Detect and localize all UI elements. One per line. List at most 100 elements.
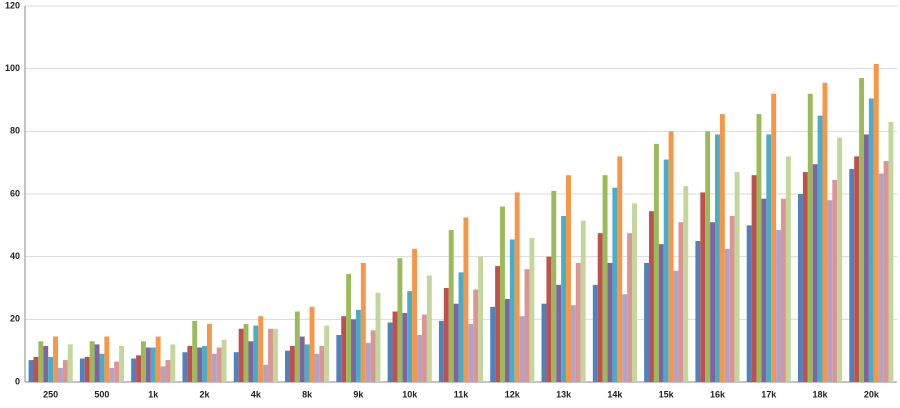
bar: [57, 367, 63, 382]
bar: [683, 186, 689, 382]
bar: [417, 335, 422, 382]
bar: [314, 353, 320, 382]
bar: [849, 168, 855, 382]
bar: [309, 306, 315, 382]
bar: [597, 233, 603, 382]
bar: [575, 262, 581, 382]
bar: [336, 335, 342, 382]
y-tick-label: 20: [10, 314, 20, 324]
bar: [509, 239, 515, 382]
bar: [607, 262, 613, 382]
bar: [463, 217, 469, 382]
bar: [221, 339, 227, 382]
bar: [854, 156, 860, 382]
bar: [216, 347, 222, 382]
bar: [746, 225, 752, 382]
bar: [719, 114, 725, 382]
bar: [426, 275, 432, 382]
bar: [62, 360, 68, 382]
bar: [868, 98, 874, 382]
bar: [632, 203, 637, 382]
bar: [883, 161, 889, 382]
bar: [602, 175, 608, 382]
bar: [285, 350, 290, 382]
y-tick-label: 100: [5, 63, 20, 73]
bar: [653, 143, 659, 382]
bar: [519, 316, 525, 382]
bar: [500, 206, 505, 382]
bar: [644, 262, 650, 382]
bar: [468, 324, 474, 382]
bar: [155, 336, 161, 382]
bar: [827, 200, 833, 382]
bar: [438, 320, 444, 382]
bar: [375, 292, 381, 382]
bar: [145, 347, 151, 382]
bar: [873, 63, 879, 382]
y-tick-label: 60: [10, 188, 20, 198]
bar: [33, 356, 39, 382]
bar: [299, 336, 305, 382]
bar: [546, 256, 552, 382]
bar: [705, 131, 711, 382]
bar: [192, 320, 198, 382]
bar: [365, 342, 371, 382]
bar: [785, 156, 791, 382]
bar: [551, 190, 557, 382]
bar: [751, 175, 757, 382]
bar: [490, 306, 496, 382]
bar: [206, 324, 212, 382]
bar: [94, 344, 100, 382]
bar: [766, 134, 772, 382]
bar: [832, 179, 838, 382]
bar: [268, 328, 273, 382]
bar: [453, 303, 459, 382]
bar: [187, 345, 193, 382]
bar: [524, 269, 530, 382]
bar: [150, 347, 156, 382]
bar: [387, 322, 393, 382]
bar: [864, 134, 869, 382]
bar: [104, 336, 110, 382]
x-tick-label: 13k: [556, 389, 572, 399]
bar: [700, 192, 706, 382]
x-tick-label: 20k: [864, 389, 880, 399]
bar: [170, 344, 176, 382]
bar: [592, 284, 598, 382]
x-tick-label: 250: [43, 389, 58, 399]
bar: [119, 345, 124, 382]
bar: [211, 353, 217, 382]
bar: [541, 303, 547, 382]
bar: [412, 248, 418, 382]
bar: [729, 215, 735, 382]
bar: [402, 313, 408, 382]
bar: [114, 361, 120, 382]
y-tick-label: 40: [10, 251, 20, 261]
bar: [136, 355, 141, 382]
bar: [781, 198, 786, 382]
bar: [734, 172, 740, 382]
bar: [617, 156, 623, 382]
bar: [272, 328, 278, 382]
bar: [238, 328, 244, 382]
bar: [53, 336, 58, 382]
bar: [776, 230, 782, 382]
bar: [678, 222, 684, 382]
bar: [324, 325, 330, 382]
bar: [580, 220, 586, 382]
bar: [355, 309, 361, 382]
bar: [478, 256, 484, 382]
bar: [529, 237, 535, 382]
bar: [888, 121, 894, 382]
bar: [43, 345, 49, 382]
x-tick-label: 10k: [402, 389, 418, 399]
bar: [668, 131, 674, 382]
bar: [258, 316, 264, 382]
bar: [658, 244, 664, 382]
bar: [443, 288, 449, 382]
bar: [473, 289, 479, 382]
bar: [341, 316, 347, 382]
bar: [48, 356, 54, 382]
bar: [649, 211, 654, 382]
